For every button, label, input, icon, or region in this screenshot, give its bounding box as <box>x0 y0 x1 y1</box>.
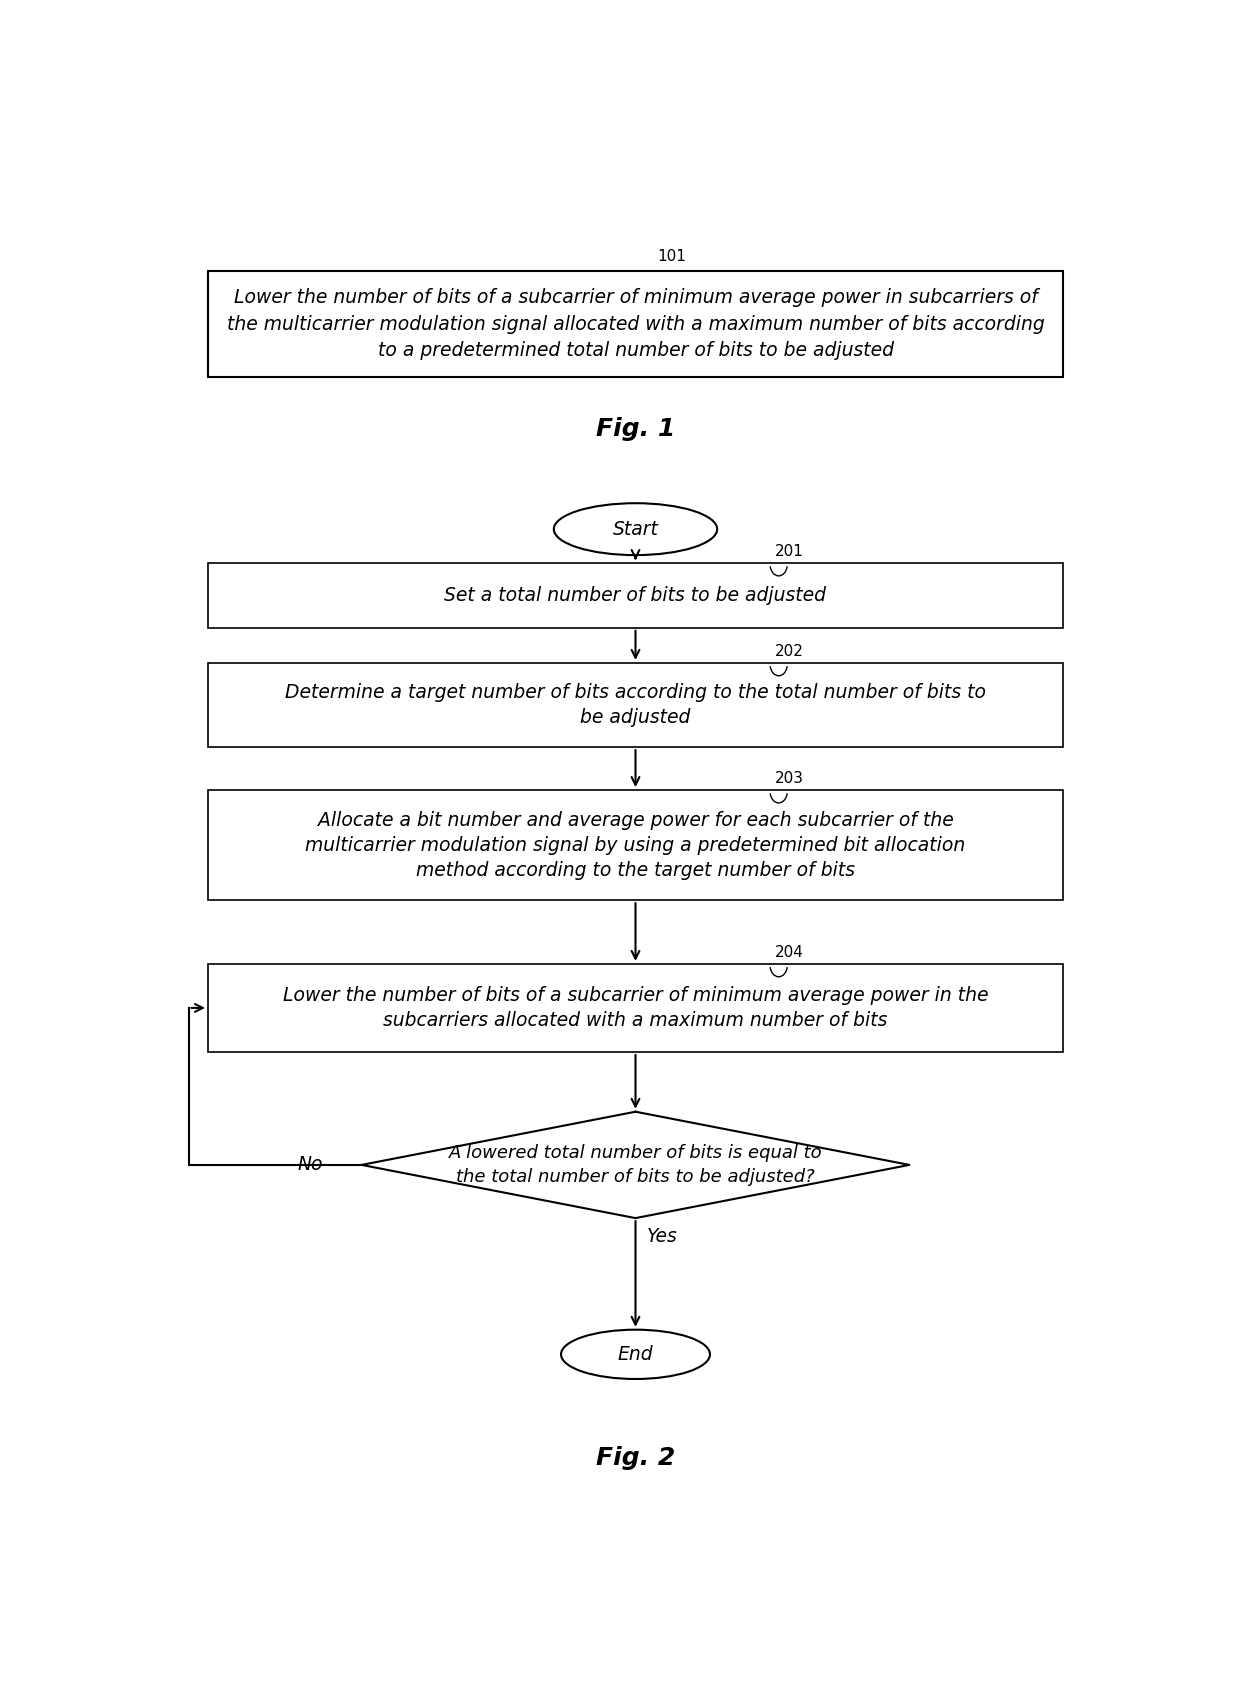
Bar <box>208 964 1063 1051</box>
Text: Fig. 2: Fig. 2 <box>596 1446 675 1469</box>
Text: A lowered total number of bits is equal to
the total number of bits to be adjust: A lowered total number of bits is equal … <box>449 1144 822 1186</box>
Ellipse shape <box>560 1329 711 1378</box>
Text: 203: 203 <box>775 772 804 785</box>
Text: Allocate a bit number and average power for each subcarrier of the
multicarrier : Allocate a bit number and average power … <box>305 810 966 880</box>
Bar <box>208 790 1063 900</box>
Text: Set a total number of bits to be adjusted: Set a total number of bits to be adjuste… <box>444 586 827 605</box>
Text: 201: 201 <box>775 544 804 559</box>
Text: Start: Start <box>613 519 658 539</box>
Text: Fig. 1: Fig. 1 <box>596 418 675 441</box>
Text: End: End <box>618 1345 653 1363</box>
Bar <box>208 271 1063 377</box>
Text: Determine a target number of bits according to the total number of bits to
be ad: Determine a target number of bits accord… <box>285 682 986 726</box>
Ellipse shape <box>554 504 717 554</box>
Text: Lower the number of bits of a subcarrier of minimum average power in subcarriers: Lower the number of bits of a subcarrier… <box>227 288 1044 361</box>
Bar <box>208 662 1063 746</box>
Text: 202: 202 <box>775 644 804 659</box>
Text: Lower the number of bits of a subcarrier of minimum average power in the
subcarr: Lower the number of bits of a subcarrier… <box>283 986 988 1030</box>
Text: Yes: Yes <box>647 1227 678 1247</box>
Text: 204: 204 <box>775 945 804 960</box>
Text: No: No <box>298 1156 324 1174</box>
Bar <box>208 563 1063 629</box>
Text: 101: 101 <box>657 249 687 265</box>
